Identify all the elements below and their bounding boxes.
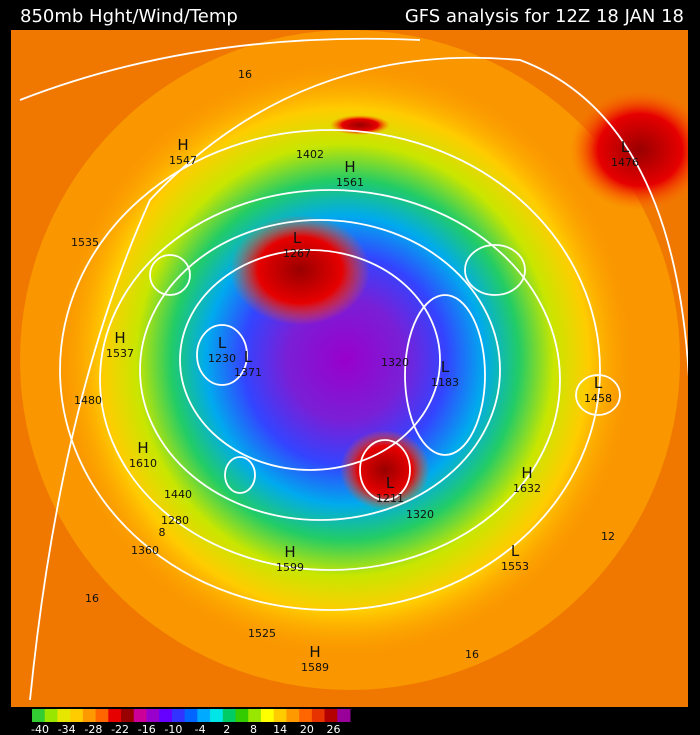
colorbar-swatch [222, 709, 237, 722]
colorbar-swatch [248, 709, 262, 722]
colorbar-swatch [44, 709, 58, 722]
colorbar-label: -4 [195, 723, 206, 735]
center-value: 1371 [234, 366, 262, 379]
center-symbol: L [293, 229, 302, 247]
contour-label: 1535 [71, 236, 99, 249]
map-subtitle: GFS analysis for 12Z 18 JAN 18 [405, 6, 684, 27]
contour-label: 1480 [74, 394, 102, 407]
center-value: 1589 [301, 661, 329, 674]
center-symbol: L [594, 374, 603, 392]
colorbar-label: -22 [111, 723, 129, 735]
cold-pool [55, 60, 635, 660]
center-value: 1476 [611, 156, 639, 169]
colorbar-swatch [133, 709, 147, 722]
colorbar-swatch [159, 709, 173, 722]
center-value: 1458 [584, 392, 612, 405]
center-value: 1632 [513, 482, 541, 495]
colorbar-label: -34 [58, 723, 76, 735]
center-symbol: L [441, 358, 450, 376]
center-symbol: H [309, 643, 320, 661]
colorbar-swatch [286, 709, 300, 722]
colorbar-label: 8 [250, 723, 257, 735]
center-symbol: H [137, 439, 148, 457]
colorbar-swatch [210, 709, 224, 722]
colorbar-label: 14 [273, 723, 287, 735]
center-symbol: H [114, 329, 125, 347]
center-symbol: L [244, 348, 253, 366]
temperature-field [11, 30, 688, 707]
colorbar-swatch [171, 709, 186, 722]
center-symbol: L [386, 474, 395, 492]
center-value: 1230 [208, 352, 236, 365]
colorbar-swatch [82, 709, 97, 722]
center-symbol: L [218, 334, 227, 352]
center-value: 1553 [501, 560, 529, 573]
colorbar-swatch [108, 709, 122, 722]
contour-label: 1360 [131, 544, 159, 557]
contour-label: 16 [85, 592, 99, 605]
colorbar-swatch [197, 709, 211, 722]
center-value: 1267 [283, 247, 311, 260]
colorbar-swatch [299, 709, 313, 722]
center-value: 1211 [376, 492, 404, 505]
colorbar-swatch [311, 709, 326, 722]
colorbar-swatch [32, 709, 46, 722]
center-symbol: L [511, 542, 520, 560]
colorbar-label: -16 [138, 723, 156, 735]
colorbar-swatch [95, 709, 109, 722]
colorbar-label: -40 [31, 723, 49, 735]
contour-label: 16 [465, 648, 479, 661]
colorbar-swatch [337, 709, 351, 722]
center-symbol: L [621, 138, 630, 156]
center-symbol: H [344, 158, 355, 176]
colorbar-label: -10 [164, 723, 182, 735]
contour-label: 16 [238, 68, 252, 81]
center-value: 1599 [276, 561, 304, 574]
colorbar-swatch [70, 709, 84, 722]
colorbar-label: 26 [327, 723, 341, 735]
colorbar-swatch [273, 709, 287, 722]
contour-label: 1320 [381, 356, 409, 369]
warm-pocket [230, 215, 370, 325]
colorbar-label: 20 [300, 723, 314, 735]
center-symbol: H [177, 136, 188, 154]
colorbar: -40 -34 -28 -22 -16 -10 -4 2 8 14 20 26 [31, 709, 351, 735]
colorbar-swatch [324, 709, 338, 722]
center-value: 1561 [336, 176, 364, 189]
colorbar-swatch [235, 709, 249, 722]
contour-label: 12 [601, 530, 615, 543]
center-value: 1547 [169, 154, 197, 167]
contour-label: 1320 [406, 508, 434, 521]
contour-label: 1280 [161, 514, 189, 527]
colorbar-swatch [57, 709, 71, 722]
colorbar-swatch [121, 709, 135, 722]
warm-pocket [340, 430, 430, 510]
center-value: 1610 [129, 457, 157, 470]
contour-label: 1440 [164, 488, 192, 501]
contour-label: 1525 [248, 627, 276, 640]
height-contours [19, 37, 688, 701]
contour-label: 8 [159, 526, 166, 539]
contour-label: 1402 [296, 148, 324, 161]
center-value: 1537 [106, 347, 134, 360]
colorbar-label: 2 [223, 723, 230, 735]
center-symbol: H [521, 464, 532, 482]
center-symbol: H [284, 543, 295, 561]
colorbar-label: -28 [84, 723, 102, 735]
map-title: 850mb Hght/Wind/Temp [20, 6, 238, 27]
colorbar-swatch [184, 709, 198, 722]
colorbar-swatch [260, 709, 275, 722]
colorbar-swatch [146, 709, 160, 722]
center-value: 1183 [431, 376, 459, 389]
